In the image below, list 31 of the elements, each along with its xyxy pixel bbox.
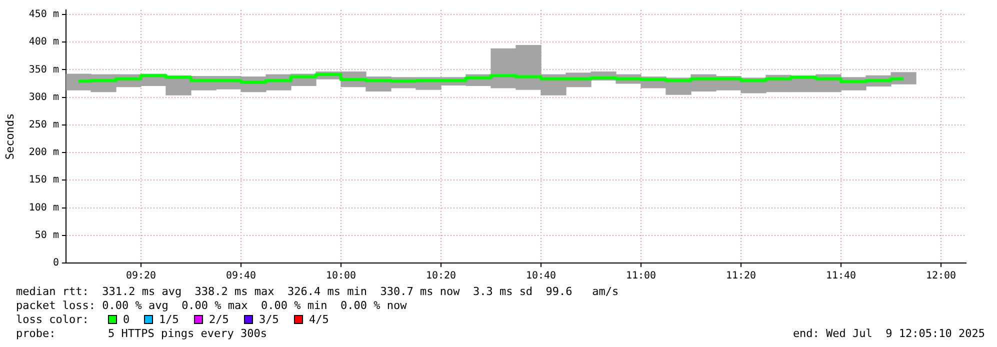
text: 0 <box>123 313 130 326</box>
x-tick-label: 11:20 <box>726 270 756 282</box>
y-tick-label: 250 m <box>28 119 59 130</box>
y-tick-label: 400 m <box>28 36 59 48</box>
text: end: Wed Jul 9 12:05:10 2025 <box>792 327 985 340</box>
text: 1/5 <box>159 313 179 326</box>
x-tick-label: 10:00 <box>326 270 356 282</box>
y-tick-label: 300 m <box>28 92 59 103</box>
x-tick-label: 10:20 <box>426 270 456 282</box>
y-tick-label: 50 m <box>34 230 59 241</box>
x-tick-label: 09:20 <box>126 270 156 282</box>
y-tick-label: 100 m <box>28 202 59 214</box>
text: 2/5 <box>209 313 229 326</box>
text: 3/5 <box>259 313 279 326</box>
y-tick-label: 450 m <box>28 9 59 20</box>
x-tick-label: 11:40 <box>826 270 856 282</box>
x-tick-label: 11:00 <box>626 270 656 282</box>
y-tick-label: 350 m <box>28 64 59 76</box>
text: probe: <box>16 327 56 340</box>
x-tick-label: 09:40 <box>226 270 256 282</box>
text: loss color: <box>16 313 89 326</box>
y-axis-title: Seconds <box>3 113 16 160</box>
y-tick-label: 0 <box>52 258 59 269</box>
text: 4/5 <box>309 313 329 326</box>
y-tick-label: 200 m <box>28 147 59 158</box>
x-tick-label: 12:00 <box>926 270 956 282</box>
text: median rtt: 331.2 ms avg 338.2 ms max 326.4 ms min 330.7 ms now 3.3 ms sd 99.6 am/s <box>16 285 619 298</box>
x-tick-label: 10:40 <box>526 270 556 282</box>
text: 5 HTTPS pings every 300s <box>108 327 267 340</box>
text: packet loss: 0.00 % avg 0.00 % max 0.00 % min 0.00 % now <box>16 299 407 312</box>
y-tick-label: 150 m <box>28 174 59 186</box>
